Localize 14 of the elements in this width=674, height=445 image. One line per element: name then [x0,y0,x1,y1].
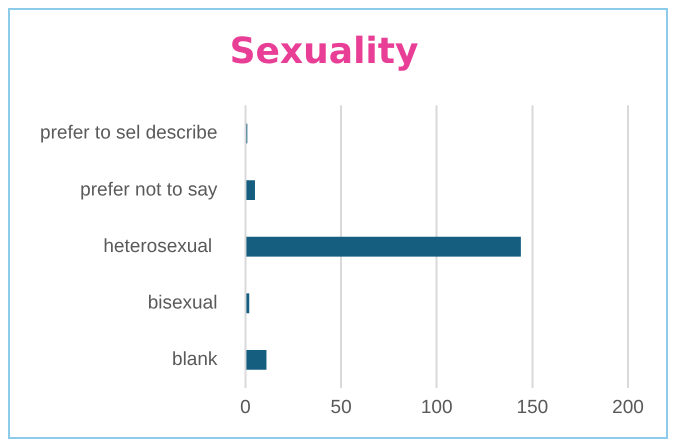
bar [246,180,255,200]
y-tick-label: bisexual [148,292,218,314]
y-tick-label: prefer to sel describe [40,122,218,144]
y-tick-label: prefer not to say [80,179,218,200]
bar [246,236,521,257]
chart-title: Sexuality [230,30,418,72]
x-tick-label: 150 [516,396,548,418]
bar [246,350,266,370]
x-tick-label: 100 [420,396,453,418]
x-tick-label: 50 [330,396,352,418]
y-tick-label: blank [172,349,218,370]
x-tick-label: 0 [240,396,251,418]
y-tick-label: heterosexual [103,236,218,257]
x-tick-label: 200 [612,396,644,418]
